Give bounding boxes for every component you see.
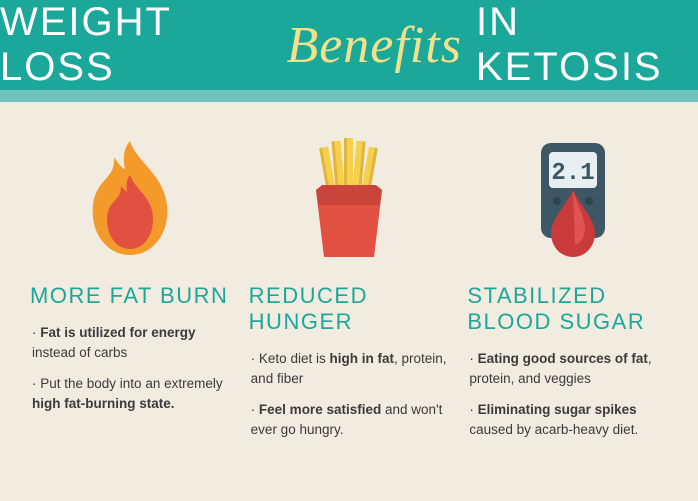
header-accent-strip xyxy=(0,90,698,102)
bullet: · Eating good sources of fat, protein, a… xyxy=(467,349,668,388)
title-left: WEIGHT LOSS xyxy=(0,0,272,90)
glucometer-reading: 2.1 xyxy=(551,160,594,187)
glucometer-icon: 2.1 xyxy=(467,130,668,265)
heading-reduced-hunger: REDUCED HUNGER xyxy=(249,283,450,335)
col-reduced-hunger: REDUCED HUNGER · Keto diet is high in fa… xyxy=(249,130,450,451)
heading-blood-sugar: STABILIZED BLOOD SUGAR xyxy=(467,283,668,335)
bullet: · Fat is utilized for energy instead of … xyxy=(30,323,231,362)
title-script: Benefits xyxy=(286,16,462,75)
bullets-reduced-hunger: · Keto diet is high in fat, protein, and… xyxy=(249,349,450,451)
bullet: · Put the body into an extremely high fa… xyxy=(30,374,231,413)
header-bar: WEIGHT LOSS Benefits IN KETOSIS xyxy=(0,0,698,90)
flame-icon xyxy=(30,130,231,265)
columns-container: MORE FAT BURN · Fat is utilized for ener… xyxy=(0,102,698,451)
bullets-fat-burn: · Fat is utilized for energy instead of … xyxy=(30,323,231,425)
bullet: · Feel more satisfied and won't ever go … xyxy=(249,400,450,439)
title-right: IN KETOSIS xyxy=(476,0,698,90)
col-more-fat-burn: MORE FAT BURN · Fat is utilized for ener… xyxy=(30,130,231,451)
fries-icon xyxy=(249,130,450,265)
bullets-blood-sugar: · Eating good sources of fat, protein, a… xyxy=(467,349,668,451)
heading-fat-burn: MORE FAT BURN xyxy=(30,283,231,309)
col-blood-sugar: 2.1 STABILIZED BLOOD SUGAR · Eating good… xyxy=(467,130,668,451)
bullet: · Keto diet is high in fat, protein, and… xyxy=(249,349,450,388)
bullet: · Eliminating sugar spikes caused by aca… xyxy=(467,400,668,439)
